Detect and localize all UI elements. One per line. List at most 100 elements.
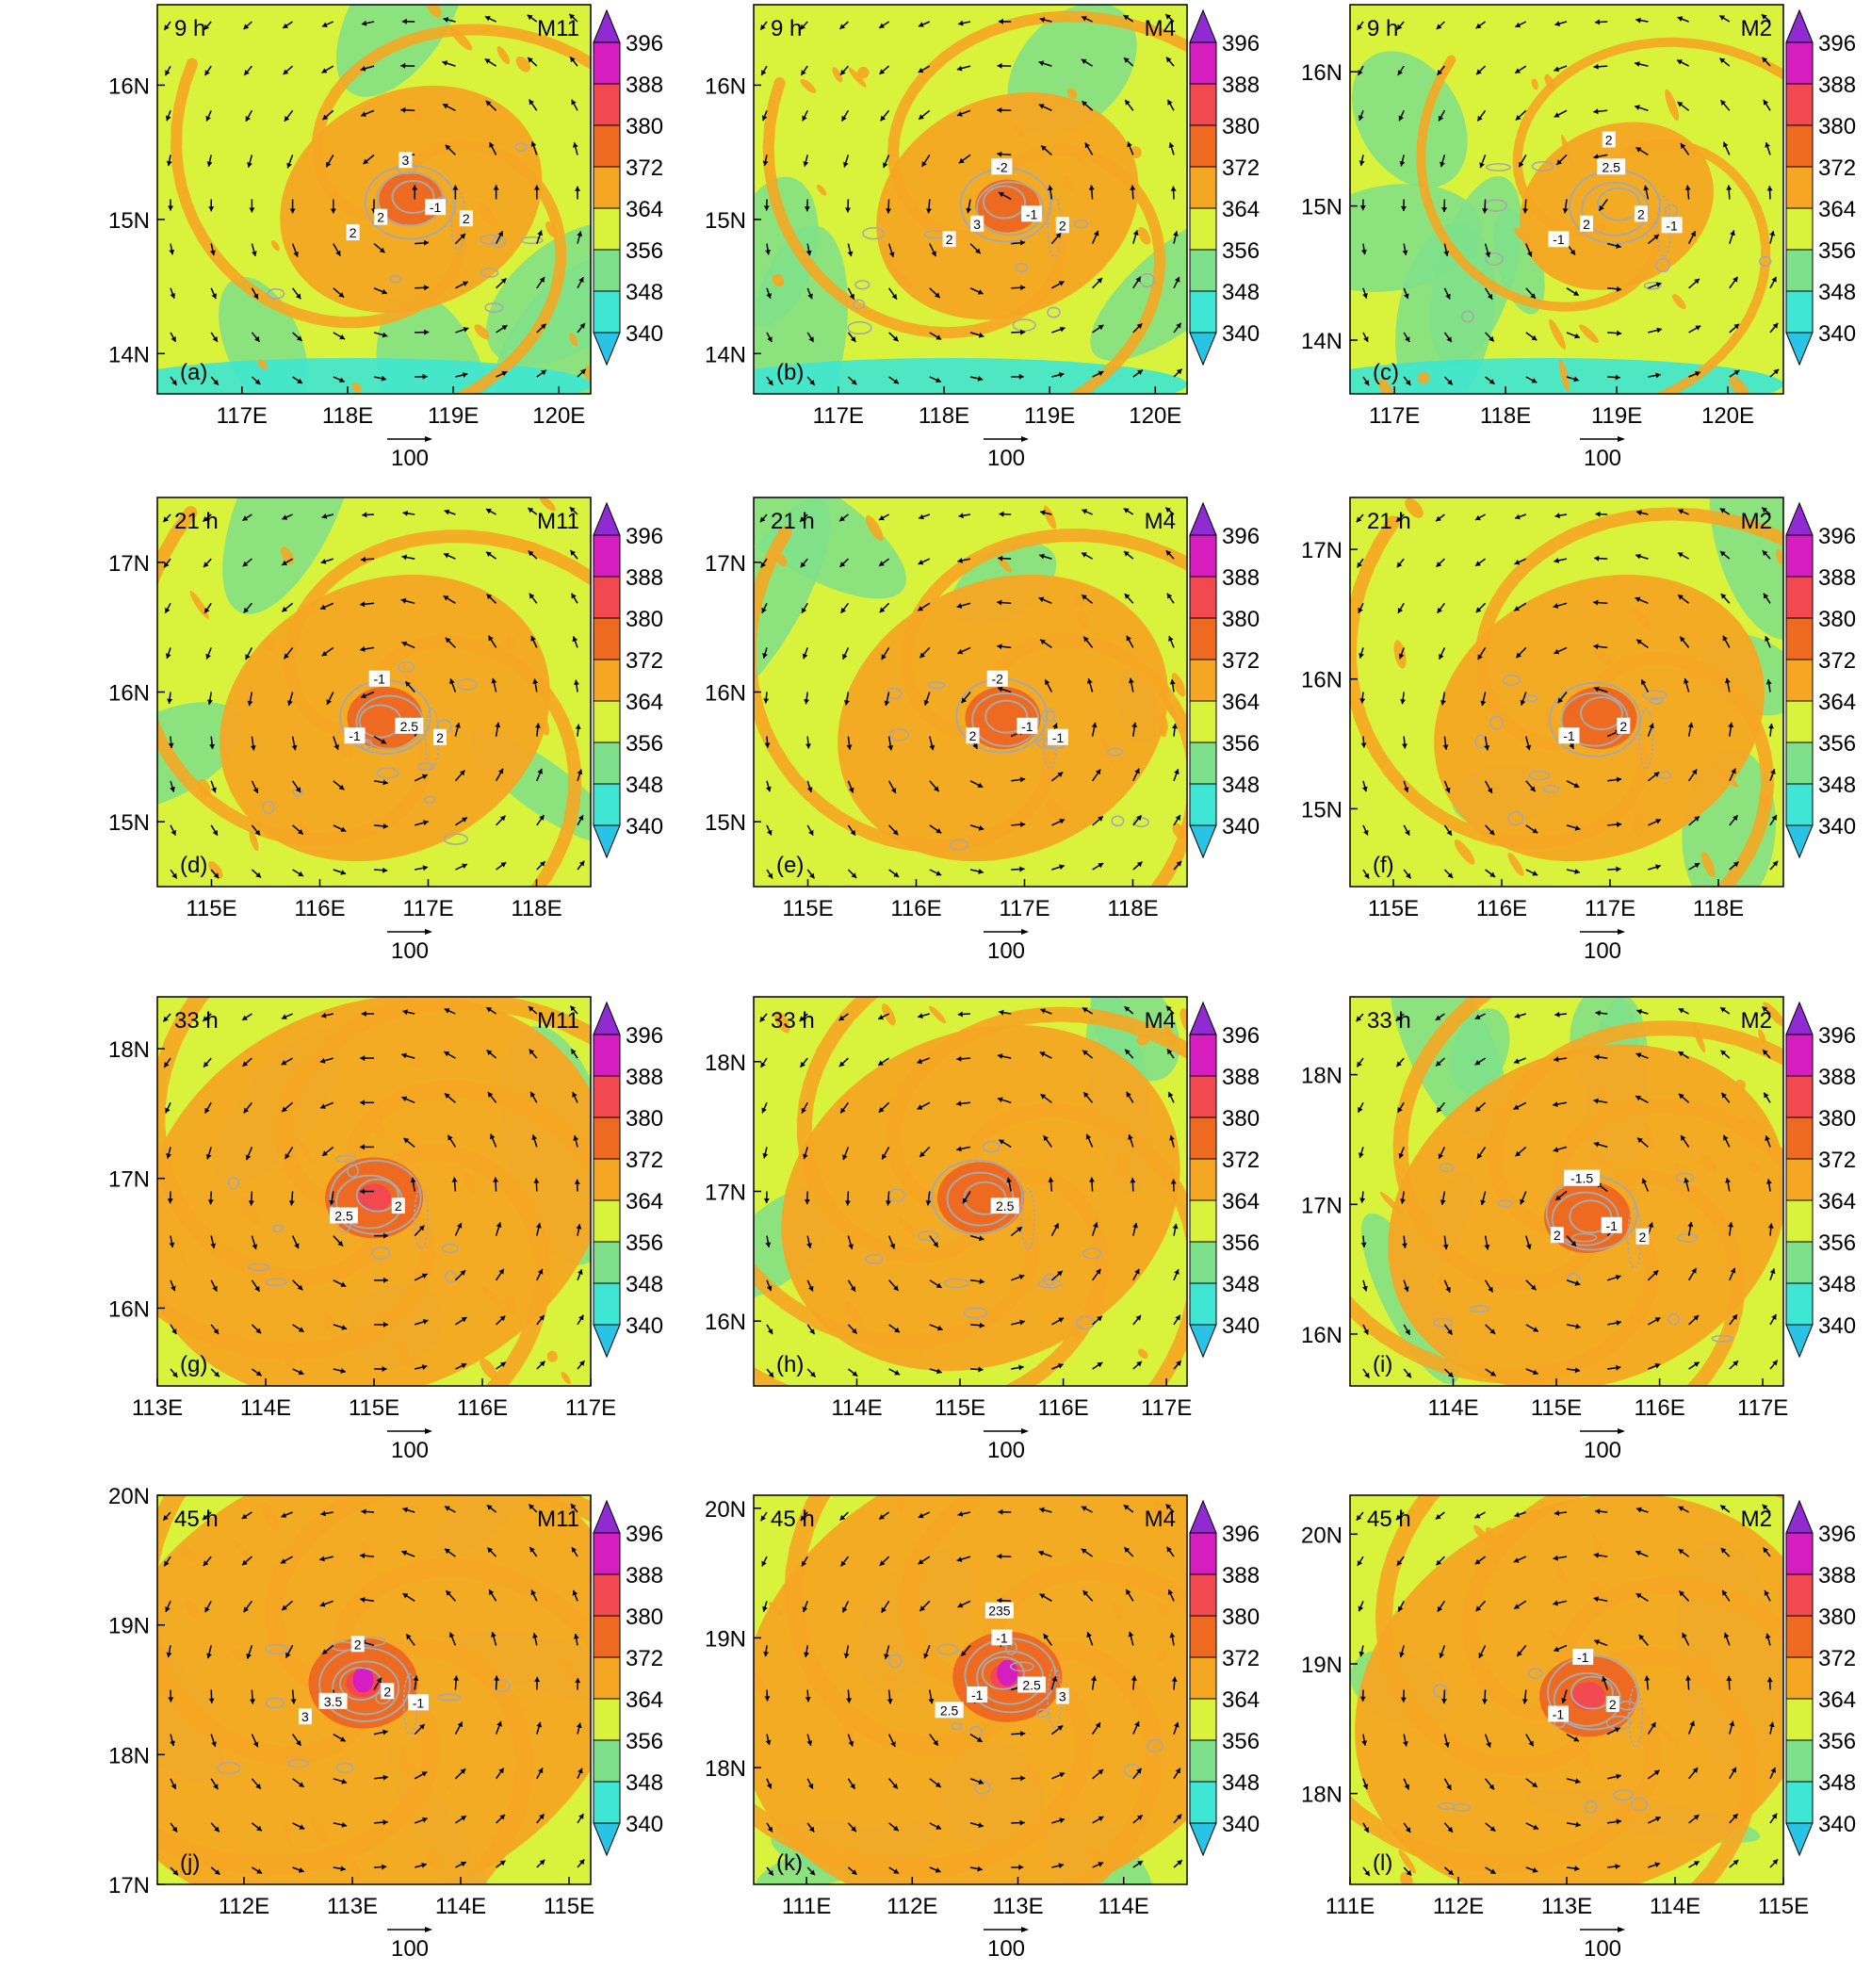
wind-vector-head bbox=[1038, 60, 1045, 67]
x-tick-label: 117E bbox=[565, 1395, 616, 1421]
colorbar-segment bbox=[593, 1116, 621, 1160]
theta-e-streak bbox=[546, 1350, 559, 1362]
wind-vector-head bbox=[839, 562, 846, 567]
colorbar-tick-label: 396 bbox=[626, 1522, 663, 1547]
experiment-label: M2 bbox=[1741, 1507, 1772, 1532]
wind-vector-head bbox=[499, 815, 506, 822]
rainband bbox=[984, 633, 1187, 887]
wind-vector-head bbox=[799, 1016, 805, 1021]
wind-vector-head bbox=[1487, 293, 1493, 300]
theta-e-streak bbox=[1068, 145, 1088, 168]
wind-vector-head bbox=[1635, 553, 1641, 560]
time-label: 9 h bbox=[771, 16, 802, 41]
x-tick-label: 114E bbox=[240, 1395, 291, 1421]
wind-vector-head bbox=[1644, 1675, 1651, 1681]
wind-vector-head bbox=[1616, 866, 1621, 872]
wind-vector-head bbox=[1402, 1741, 1408, 1747]
wind-vector-head bbox=[1553, 1101, 1558, 1107]
wind-vector-head bbox=[1733, 861, 1739, 868]
wind-vector-head bbox=[1767, 1223, 1774, 1229]
contour-label-box bbox=[1550, 1227, 1564, 1244]
wind-vector-head bbox=[1359, 698, 1366, 704]
vorticity-contour bbox=[1497, 1199, 1513, 1208]
wind-vector-head bbox=[997, 62, 1002, 69]
theta-e-streak bbox=[299, 821, 314, 847]
wind-vector-head bbox=[1361, 1740, 1368, 1746]
wind-vector-head bbox=[1722, 1589, 1728, 1596]
wind-vector-head bbox=[1635, 1550, 1641, 1556]
wind-vector-head bbox=[1017, 1227, 1022, 1232]
wind-vector-head bbox=[801, 608, 807, 613]
wind-vector-head bbox=[1763, 1050, 1768, 1055]
wind-vector-head bbox=[1482, 208, 1489, 214]
wind-vector-head bbox=[573, 1135, 579, 1141]
wind-vector-head bbox=[1172, 1223, 1179, 1230]
colorbar-segment bbox=[1189, 1075, 1217, 1118]
rainband bbox=[265, 1495, 591, 1697]
wind-vector-head bbox=[334, 744, 339, 750]
vorticity-contour bbox=[1009, 1661, 1034, 1672]
contour-label-box bbox=[1558, 727, 1580, 744]
wind-vector-head bbox=[1595, 1010, 1601, 1017]
theta-e-streak bbox=[1068, 1327, 1082, 1340]
theta-e-364-372-region bbox=[1520, 122, 1714, 290]
wind-vector-head bbox=[919, 513, 924, 520]
panel-frame bbox=[753, 4, 1188, 395]
x-tick-label: 115E bbox=[935, 1395, 985, 1421]
reference-vector-head bbox=[1618, 1927, 1625, 1932]
vorticity-contour bbox=[376, 767, 399, 779]
wind-vector-head bbox=[840, 69, 846, 75]
wind-vector-head bbox=[295, 787, 301, 793]
wind-vector-head bbox=[1173, 231, 1179, 236]
wind-vector-head bbox=[541, 369, 546, 376]
vorticity-contour bbox=[265, 1697, 285, 1709]
wind-vector-head bbox=[252, 293, 259, 300]
wind-vector-head bbox=[1477, 654, 1483, 660]
wind-vector-head bbox=[760, 562, 766, 568]
wind-vector-head bbox=[445, 637, 451, 644]
wind-vector-head bbox=[1446, 829, 1452, 836]
wind-vector-head bbox=[578, 815, 584, 821]
contour-label: -1 bbox=[1553, 232, 1565, 247]
wind-vector-head bbox=[893, 1868, 899, 1874]
reference-vector-label: 100 bbox=[391, 1438, 429, 1463]
wind-vector-head bbox=[761, 115, 768, 122]
wind-vector-head bbox=[1125, 1049, 1131, 1055]
wind-vector-head bbox=[878, 1060, 884, 1066]
vorticity-contour bbox=[1525, 694, 1538, 703]
wind-vector-head bbox=[382, 823, 388, 829]
wind-vector-head bbox=[1514, 560, 1521, 565]
wind-vector-head bbox=[579, 323, 585, 329]
wind-vector-head bbox=[209, 743, 216, 750]
wind-vector-head bbox=[1489, 1784, 1494, 1790]
colorbar-tick-label: 372 bbox=[1222, 648, 1260, 674]
wind-vector-head bbox=[532, 1633, 538, 1638]
contour-label-box bbox=[381, 1683, 395, 1700]
wind-vector-head bbox=[765, 250, 771, 255]
colorbar-segment bbox=[1189, 1241, 1217, 1284]
wind-vector-head bbox=[165, 607, 171, 613]
wind-vector-head bbox=[254, 1285, 260, 1292]
wind-vector-head bbox=[1616, 776, 1622, 783]
wind-vector-head bbox=[1635, 147, 1642, 153]
wind-vector-head bbox=[401, 554, 407, 561]
wind-vector-head bbox=[1636, 1507, 1642, 1513]
theta-e-streak bbox=[1400, 1871, 1413, 1884]
theta-e-streak bbox=[1405, 497, 1424, 518]
colorbar-tick-label: 348 bbox=[1818, 280, 1856, 305]
wind-vector-head bbox=[412, 185, 418, 190]
wind-vector-head bbox=[361, 1508, 366, 1515]
theta-e-streak bbox=[998, 558, 1012, 573]
wind-vector-head bbox=[1082, 552, 1087, 558]
wind-vector-head bbox=[1695, 325, 1701, 331]
wind-vector-head bbox=[1514, 1604, 1521, 1609]
experiment-label: M4 bbox=[1145, 1008, 1176, 1034]
theta-e-streak bbox=[1743, 1115, 1764, 1134]
wind-vector-head bbox=[1447, 1328, 1453, 1335]
wind-vector-head bbox=[171, 829, 176, 836]
wind-vector-head bbox=[931, 251, 936, 257]
wind-vector-head bbox=[1404, 1286, 1409, 1292]
contour-label: 2 bbox=[383, 1684, 391, 1699]
wind-vector-head bbox=[978, 332, 984, 338]
wind-vector-head bbox=[1532, 828, 1538, 834]
